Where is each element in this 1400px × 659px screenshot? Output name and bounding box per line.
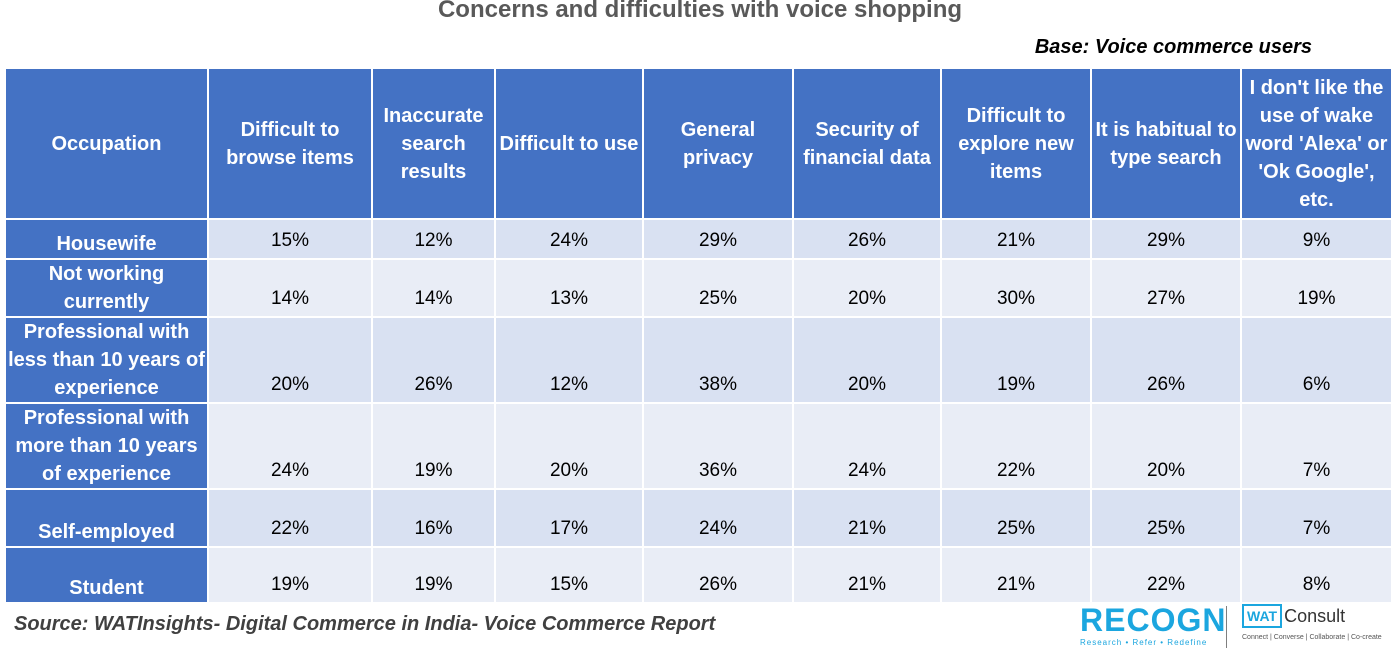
data-table: Occupation Difficult to browse items Ina… [4,67,1393,604]
table-cell: 20% [494,402,644,490]
column-header: Occupation [4,67,209,220]
table-cell: 15% [494,546,644,604]
column-header: Difficult to browse items [207,67,373,220]
table-cell: 9% [1240,218,1393,260]
recogn-logo-tagline: Research • Refer • Redefine [1080,638,1208,647]
table-cell: 19% [371,546,496,604]
base-note: Base: Voice commerce users [1034,36,1312,58]
table-cell: 20% [207,316,373,404]
table-cell: 20% [792,258,942,318]
table-cell: 19% [371,402,496,490]
row-label: Housewife [4,218,209,260]
table-cell: 29% [1090,218,1242,260]
table-cell: 26% [1090,316,1242,404]
table-cell: 8% [1240,546,1393,604]
table-cell: 20% [792,316,942,404]
column-header: Difficult to use [494,67,644,220]
chart-title: Concerns and difficulties with voice sho… [437,0,963,23]
table-cell: 21% [792,546,942,604]
column-header: Difficult to explore new items [940,67,1092,220]
table-cell: 26% [642,546,794,604]
row-label: Self-employed [4,488,209,548]
table-cell: 24% [642,488,794,548]
column-header: Security of financial data [792,67,942,220]
header-row: Occupation Difficult to browse items Ina… [4,67,1393,220]
column-header: I don't like the use of wake word 'Alexa… [1240,67,1393,220]
table-cell: 38% [642,316,794,404]
watconsult-logo: WAT Consult Connect | Converse | Collabo… [1242,604,1392,650]
table-cell: 22% [940,402,1092,490]
table-row: Housewife 15% 12% 24% 29% 26% 21% 29% 9% [4,218,1393,260]
table-cell: 20% [1090,402,1242,490]
row-label: Not working currently [4,258,209,318]
table-cell: 22% [207,488,373,548]
table-cell: 6% [1240,316,1393,404]
row-label: Professional with less than 10 years of … [4,316,209,404]
table-cell: 29% [642,218,794,260]
logo-divider [1226,606,1227,648]
table-cell: 17% [494,488,644,548]
table-cell: 7% [1240,402,1393,490]
table-cell: 12% [494,316,644,404]
table-cell: 7% [1240,488,1393,548]
table-cell: 24% [207,402,373,490]
table-row: Self-employed 22% 16% 17% 24% 21% 25% 25% 7% [4,488,1393,548]
table-cell: 21% [940,546,1092,604]
table-cell: 19% [207,546,373,604]
recogn-logo-wordmark: RECOGN [1080,602,1227,638]
table-cell: 19% [1240,258,1393,318]
table-cell: 30% [940,258,1092,318]
table-cell: 15% [207,218,373,260]
table-cell: 16% [371,488,496,548]
row-label: Professional with more than 10 years of … [4,402,209,490]
table-cell: 13% [494,258,644,318]
table-cell: 12% [371,218,496,260]
table-cell: 26% [371,316,496,404]
table-row: Professional with less than 10 years of … [4,316,1393,404]
table-cell: 21% [792,488,942,548]
table-cell: 25% [642,258,794,318]
table-row: Not working currently 14% 14% 13% 25% 20% 30% 2… [4,258,1393,318]
row-label: Student [4,546,209,604]
table-cell: 22% [1090,546,1242,604]
column-header: Inaccurate search results [371,67,496,220]
table-row: Professional with more than 10 years of … [4,402,1393,490]
source-note: Source: WATInsights- Digital Commerce in… [14,613,716,635]
table-row: Student 19% 19% 15% 26% 21% 21% 22% 8% [4,546,1393,604]
table-cell: 27% [1090,258,1242,318]
table-cell: 19% [940,316,1092,404]
watconsult-logo-text: Consult [1284,605,1346,626]
watconsult-logo-tagline: Connect | Converse | Collaborate | Co-cr… [1242,634,1382,641]
watconsult-logo-box: WAT [1242,604,1283,628]
table-cell: 25% [940,488,1092,548]
table-cell: 14% [207,258,373,318]
table-cell: 14% [371,258,496,318]
table-cell: 24% [792,402,942,490]
recogn-logo: RECOGN Research • Refer • Redefine [1080,602,1227,650]
column-header: General privacy [642,67,794,220]
table-cell: 24% [494,218,644,260]
table-cell: 36% [642,402,794,490]
table-cell: 25% [1090,488,1242,548]
column-header: It is habitual to type search [1090,67,1242,220]
table-cell: 26% [792,218,942,260]
table-cell: 21% [940,218,1092,260]
